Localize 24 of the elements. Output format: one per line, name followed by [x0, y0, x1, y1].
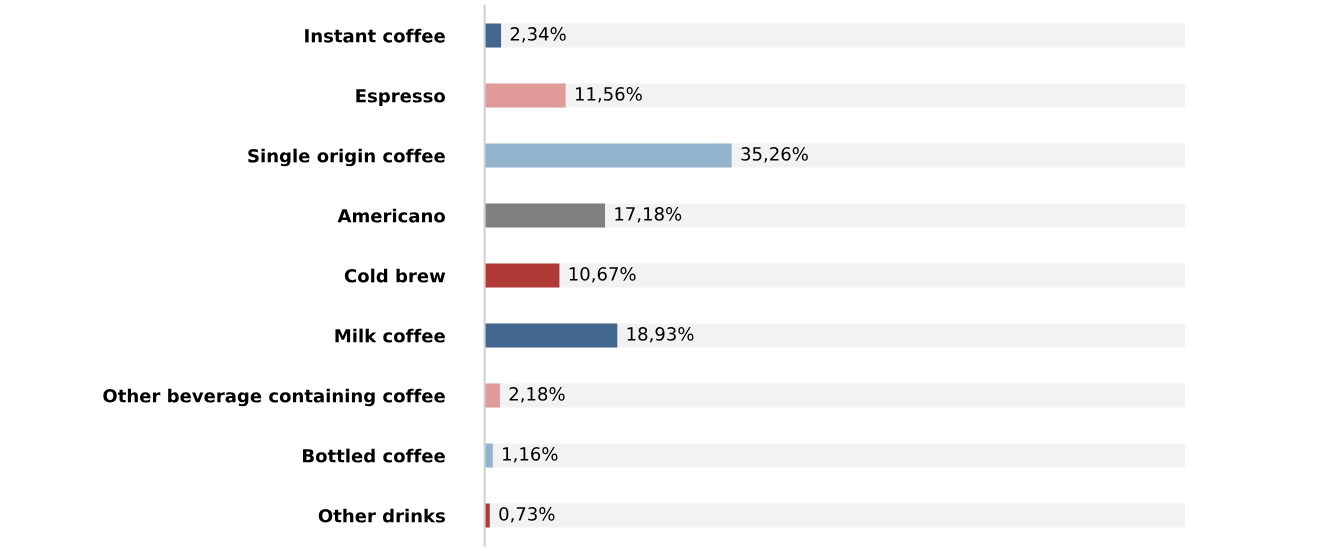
- y-tick-label: Espresso: [356, 89, 445, 107]
- data-label: 35,26%: [741, 147, 808, 163]
- bar: [484, 203, 606, 228]
- y-tick-label: Milk coffee: [335, 328, 445, 343]
- bar: [484, 323, 618, 348]
- y-tick-label: Bottled coffee: [303, 448, 445, 463]
- y-tick-label: Other beverage containing coffee: [103, 388, 445, 407]
- data-label: 18,93%: [627, 327, 694, 343]
- y-tick-label: Cold brew: [344, 268, 446, 283]
- data-label: 11,56%: [575, 87, 642, 103]
- bar: [484, 83, 566, 108]
- y-tick-label: Instant coffee: [305, 28, 445, 43]
- bar: [484, 263, 560, 288]
- data-label: 1,16%: [503, 447, 558, 463]
- y-tick-label: Other drinks: [318, 508, 445, 523]
- bar: [484, 383, 500, 408]
- data-label: 2,34%: [510, 27, 566, 43]
- data-label: 2,18%: [509, 387, 565, 403]
- y-tick-label: Americano: [337, 208, 445, 223]
- y-tick-label: Single origin coffee: [248, 148, 445, 167]
- data-label: 0,73%: [499, 507, 555, 523]
- data-label: 17,18%: [615, 207, 682, 223]
- bar: [484, 23, 502, 48]
- data-label: 10,67%: [569, 267, 636, 283]
